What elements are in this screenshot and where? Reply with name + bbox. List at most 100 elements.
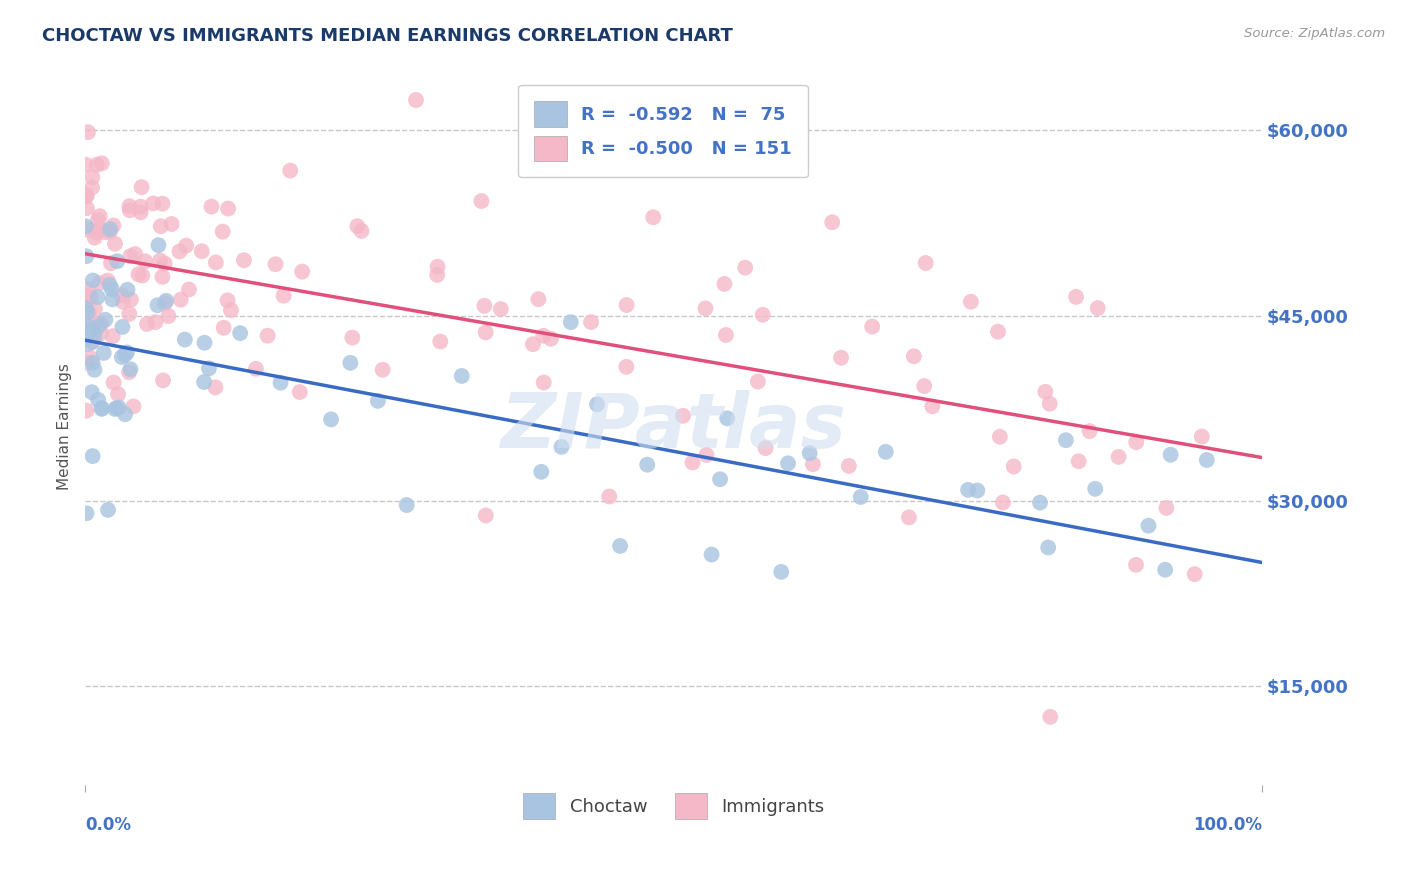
Point bbox=[405, 93, 427, 107]
Point bbox=[217, 202, 239, 216]
Point bbox=[152, 196, 174, 211]
Point bbox=[76, 201, 98, 215]
Point bbox=[75, 249, 97, 263]
Point bbox=[98, 225, 121, 239]
Point bbox=[76, 188, 98, 202]
Point bbox=[90, 317, 112, 331]
Point bbox=[114, 407, 136, 421]
Point bbox=[614, 359, 637, 374]
Point bbox=[636, 458, 658, 472]
Point bbox=[98, 222, 121, 236]
Point bbox=[155, 293, 177, 308]
Point bbox=[75, 158, 97, 172]
Point bbox=[849, 490, 872, 504]
Point bbox=[472, 299, 495, 313]
Point bbox=[146, 298, 169, 312]
Point bbox=[90, 401, 112, 416]
Point bbox=[204, 380, 226, 394]
Point bbox=[426, 260, 449, 274]
Point bbox=[232, 253, 254, 268]
Point bbox=[129, 205, 152, 219]
Point bbox=[177, 283, 200, 297]
Point bbox=[288, 385, 311, 400]
Point bbox=[80, 351, 103, 366]
Point bbox=[1054, 433, 1077, 447]
Point bbox=[118, 199, 141, 213]
Point bbox=[153, 256, 176, 270]
Point bbox=[89, 221, 111, 235]
Point bbox=[87, 392, 110, 407]
Point bbox=[450, 368, 472, 383]
Point bbox=[912, 379, 935, 393]
Point bbox=[80, 290, 103, 304]
Point bbox=[540, 332, 562, 346]
Point bbox=[350, 224, 373, 238]
Point bbox=[273, 289, 295, 303]
Point bbox=[256, 328, 278, 343]
Point bbox=[118, 365, 141, 379]
Text: CHOCTAW VS IMMIGRANTS MEDIAN EARNINGS CORRELATION CHART: CHOCTAW VS IMMIGRANTS MEDIAN EARNINGS CO… bbox=[42, 27, 733, 45]
Point bbox=[991, 495, 1014, 509]
Point bbox=[111, 350, 134, 364]
Point bbox=[120, 293, 142, 307]
Point bbox=[960, 294, 983, 309]
Point bbox=[86, 158, 108, 172]
Point bbox=[367, 393, 389, 408]
Point bbox=[75, 299, 97, 313]
Point bbox=[131, 268, 153, 283]
Point bbox=[80, 180, 103, 194]
Point bbox=[104, 236, 127, 251]
Point bbox=[700, 548, 723, 562]
Point bbox=[643, 211, 665, 225]
Point bbox=[897, 510, 920, 524]
Point bbox=[1154, 563, 1177, 577]
Point bbox=[1038, 541, 1060, 555]
Point bbox=[149, 253, 172, 268]
Point bbox=[191, 244, 214, 259]
Point bbox=[82, 356, 104, 370]
Point bbox=[131, 180, 153, 194]
Point bbox=[319, 412, 342, 426]
Point bbox=[291, 265, 314, 279]
Point bbox=[1087, 301, 1109, 315]
Point bbox=[672, 409, 695, 423]
Point bbox=[118, 307, 141, 321]
Point bbox=[118, 203, 141, 218]
Point bbox=[1067, 454, 1090, 468]
Point bbox=[1125, 558, 1147, 572]
Point bbox=[278, 163, 301, 178]
Point bbox=[801, 457, 824, 471]
Point bbox=[115, 345, 138, 359]
Point bbox=[205, 255, 228, 269]
Point bbox=[107, 401, 129, 415]
Point bbox=[716, 411, 738, 425]
Point bbox=[339, 356, 361, 370]
Legend: Choctaw, Immigrants: Choctaw, Immigrants bbox=[516, 786, 832, 826]
Point bbox=[77, 305, 100, 319]
Point bbox=[82, 335, 104, 350]
Point bbox=[533, 376, 555, 390]
Point bbox=[83, 363, 105, 377]
Point bbox=[86, 226, 108, 240]
Point bbox=[212, 321, 235, 335]
Point bbox=[838, 458, 860, 473]
Point bbox=[1084, 482, 1107, 496]
Point bbox=[211, 225, 233, 239]
Point bbox=[734, 260, 756, 275]
Point bbox=[987, 325, 1010, 339]
Point bbox=[470, 194, 492, 208]
Point bbox=[200, 200, 222, 214]
Point bbox=[160, 217, 183, 231]
Point bbox=[567, 151, 589, 165]
Point bbox=[709, 472, 731, 486]
Point bbox=[198, 361, 221, 376]
Point bbox=[830, 351, 852, 365]
Point bbox=[245, 362, 267, 376]
Point bbox=[193, 335, 215, 350]
Point bbox=[153, 296, 176, 310]
Point bbox=[98, 277, 121, 292]
Point bbox=[713, 277, 735, 291]
Point bbox=[1035, 384, 1057, 399]
Point bbox=[76, 306, 98, 320]
Point bbox=[598, 490, 620, 504]
